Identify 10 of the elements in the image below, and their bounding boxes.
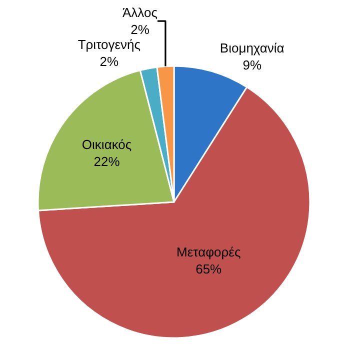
data-label: 65% [196,261,222,276]
data-label: 2% [100,54,120,69]
slice-label: Τριτογενής [78,37,141,52]
slice-label: Βιομηχανία [220,40,285,56]
data-label: 9% [242,58,262,73]
data-label: 2% [130,22,150,38]
slice-label: Άλλος [122,5,158,20]
data-label: 22% [94,154,120,170]
slice-label: Οικιακός [82,137,132,152]
slice-label: Μεταφορές [176,244,241,260]
